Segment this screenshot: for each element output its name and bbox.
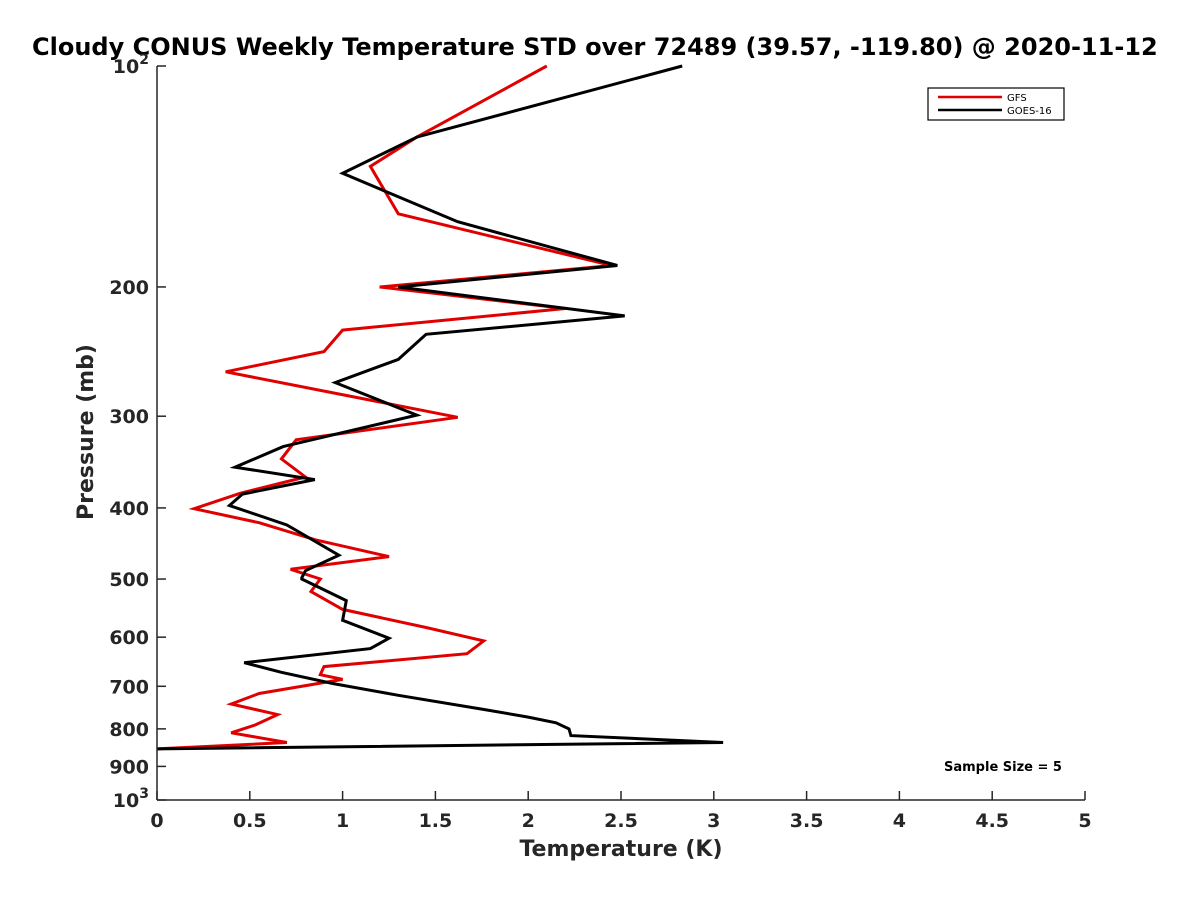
sample-size-annotation: Sample Size = 5 [944, 760, 1062, 775]
x-tick-label: 1.5 [419, 810, 453, 832]
x-axis-label: Temperature (K) [519, 837, 722, 862]
chart-title: Cloudy CONUS Weekly Temperature STD over… [32, 33, 1158, 61]
x-tick-label: 2 [522, 810, 535, 832]
legend-label-goes16: GOES-16 [1007, 106, 1052, 117]
x-tick-label: 5 [1078, 810, 1091, 832]
x-tick-label: 0 [150, 810, 163, 832]
x-tick-label: 3 [707, 810, 720, 832]
plot-background [157, 66, 1085, 800]
y-tick-label: 900 [109, 756, 149, 778]
x-tick-label: 4 [893, 810, 906, 832]
y-tick-label: 800 [109, 719, 149, 741]
x-axis-ticks: 0 0.5 1 1.5 2 2.5 3 3.5 4 4.5 5 [150, 791, 1092, 832]
y-axis-label: Pressure (mb) [74, 344, 99, 520]
x-tick-label: 2.5 [604, 810, 638, 832]
legend: GFS GOES-16 [927, 87, 1065, 121]
y-axis-ticks: 102 200 300 400 500 600 700 800 900 103 [109, 52, 166, 812]
y-tick-label: 500 [109, 569, 149, 591]
y-tick-label: 103 [113, 786, 149, 812]
legend-box [927, 87, 1065, 121]
legend-label-gfs: GFS [1007, 93, 1027, 104]
y-tick-label: 200 [109, 277, 149, 299]
x-tick-label: 1 [336, 810, 349, 832]
series-layer [156, 64, 724, 751]
y-tick-label: 700 [109, 676, 149, 698]
x-tick-label: 4.5 [975, 810, 1009, 832]
y-tick-label: 300 [109, 406, 149, 428]
y-tick-label: 102 [113, 52, 149, 78]
y-tick-label: 600 [109, 627, 149, 649]
x-tick-label: 0.5 [233, 810, 267, 832]
y-tick-label: 400 [109, 498, 149, 520]
plot-area [156, 64, 1085, 801]
series-line-goes16 [156, 64, 724, 751]
x-tick-label: 3.5 [790, 810, 824, 832]
